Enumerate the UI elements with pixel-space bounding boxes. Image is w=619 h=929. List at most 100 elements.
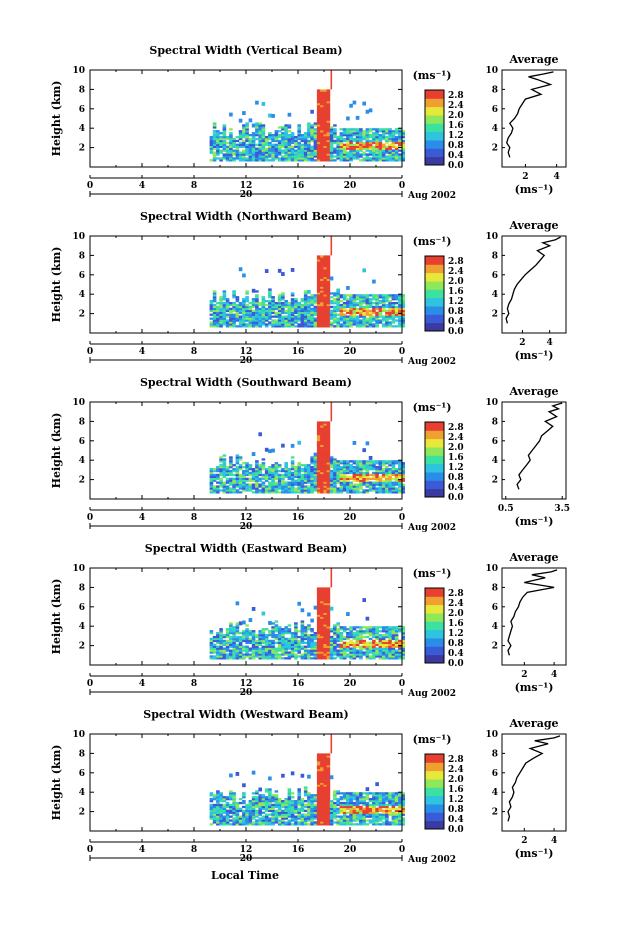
heatmap-cell (290, 643, 295, 646)
heatmap-cell (274, 145, 279, 148)
heatmap-cell (394, 153, 399, 156)
heatmap-cell (287, 653, 292, 656)
heatmap-cell (401, 635, 405, 639)
heatmap-cell (329, 643, 334, 646)
heatmap-cell (274, 651, 279, 654)
colorbar-tick-label: 1.2 (448, 463, 464, 473)
heatmap-cell (281, 815, 285, 818)
heatmap-cell (307, 471, 311, 475)
heatmap-cell (368, 477, 373, 480)
heatmap-cell (287, 819, 292, 822)
heatmap-cell (313, 464, 318, 467)
heatmap-cell (333, 645, 337, 648)
heatmap-cell (352, 471, 357, 475)
heatmap-cell (284, 657, 288, 660)
heatmap-cell (264, 819, 269, 822)
heatmap-cell (248, 641, 253, 644)
heatmap-cell (212, 468, 217, 471)
heatmap-cell (245, 305, 249, 309)
heatmap-cell (225, 471, 230, 475)
heatmap-cell (268, 317, 272, 320)
heatmap-cell (284, 821, 288, 824)
heatmap-cell (349, 325, 353, 328)
heatmap-cell (287, 130, 292, 133)
heatmap-cell (245, 647, 249, 650)
heatmap-cell (329, 300, 334, 303)
heatmap-cell (323, 469, 327, 473)
heatmap-cell (365, 649, 370, 652)
heatmap-cell (355, 653, 360, 656)
heatmap-cell (342, 460, 347, 463)
heatmap-cell (274, 489, 279, 492)
heatmap-cell (258, 657, 262, 660)
heatmap-cell (313, 319, 318, 322)
heatmap-cell (277, 641, 282, 644)
heatmap-cell (294, 145, 298, 148)
heatmap-cell (346, 612, 350, 616)
heatmap-cell (235, 471, 240, 475)
heatmap-cell (290, 141, 295, 145)
heatmap-cell (287, 796, 292, 799)
heatmap-cell (255, 483, 259, 486)
heatmap-cell (372, 651, 376, 654)
heatmap-cell (378, 635, 383, 639)
heatmap-cell (232, 151, 236, 154)
heatmap-cell (313, 487, 318, 490)
heatmap-cell (394, 151, 399, 154)
heatmap-cell (255, 303, 259, 307)
heatmap-cell (355, 479, 360, 482)
heatmap-cell (287, 803, 292, 807)
heatmap-cell (391, 305, 396, 309)
heatmap-cell (385, 634, 389, 637)
heatmap-cell (320, 126, 324, 129)
heatmap-cell (394, 145, 399, 148)
heatmap-cell (368, 159, 373, 162)
heatmap-cell (245, 479, 249, 482)
heatmap-cell (326, 300, 331, 303)
heatmap-cell (300, 323, 305, 326)
heatmap-cell (362, 307, 366, 311)
heatmap-cell (300, 311, 305, 314)
colorbar-tick-label: 2.4 (448, 267, 464, 277)
heatmap-cell (368, 303, 373, 307)
heatmap-cell (313, 137, 318, 141)
heatmap-cell (245, 296, 249, 299)
heatmap-cell (316, 442, 321, 445)
heatmap-cell (355, 491, 360, 494)
heatmap-cell (271, 649, 275, 652)
heatmap-cell (378, 469, 383, 473)
heatmap-cell (333, 139, 337, 143)
heatmap-cell (310, 637, 314, 641)
heatmap-cell (372, 630, 376, 633)
heatmap-cell (261, 134, 266, 137)
heatmap-cell (316, 91, 321, 94)
heatmap-cell (235, 807, 240, 810)
heatmap-cell (251, 300, 256, 303)
heatmap-cell (212, 319, 217, 322)
heatmap-cell (372, 468, 376, 471)
heatmap-cell (229, 819, 233, 822)
heatmap-cell (248, 485, 253, 488)
heatmap-cell (242, 325, 246, 328)
heatmap-cell (268, 288, 272, 291)
heatmap-cell (346, 317, 350, 320)
heatmap-cell (381, 481, 386, 484)
heatmap-cell (326, 780, 331, 783)
heatmap-cell (290, 475, 295, 478)
heatmap-cell (219, 321, 223, 324)
heatmap-cell (238, 267, 243, 272)
heatmap-cell (394, 475, 399, 478)
heatmap-cell (268, 113, 272, 118)
heatmap-cell (297, 491, 301, 494)
heatmap-cell (245, 137, 249, 141)
heatmap-cell (333, 477, 337, 480)
heatmap-cell (258, 159, 262, 162)
heatmap-cell (294, 479, 298, 482)
heatmap-cell (398, 296, 402, 299)
heatmap-cell (316, 444, 321, 447)
heatmap-cell (232, 796, 236, 799)
heatmap-cell (336, 481, 340, 484)
heatmap-cell (320, 641, 324, 644)
heatmap-cell (323, 305, 327, 309)
heatmap-cell (362, 298, 366, 301)
